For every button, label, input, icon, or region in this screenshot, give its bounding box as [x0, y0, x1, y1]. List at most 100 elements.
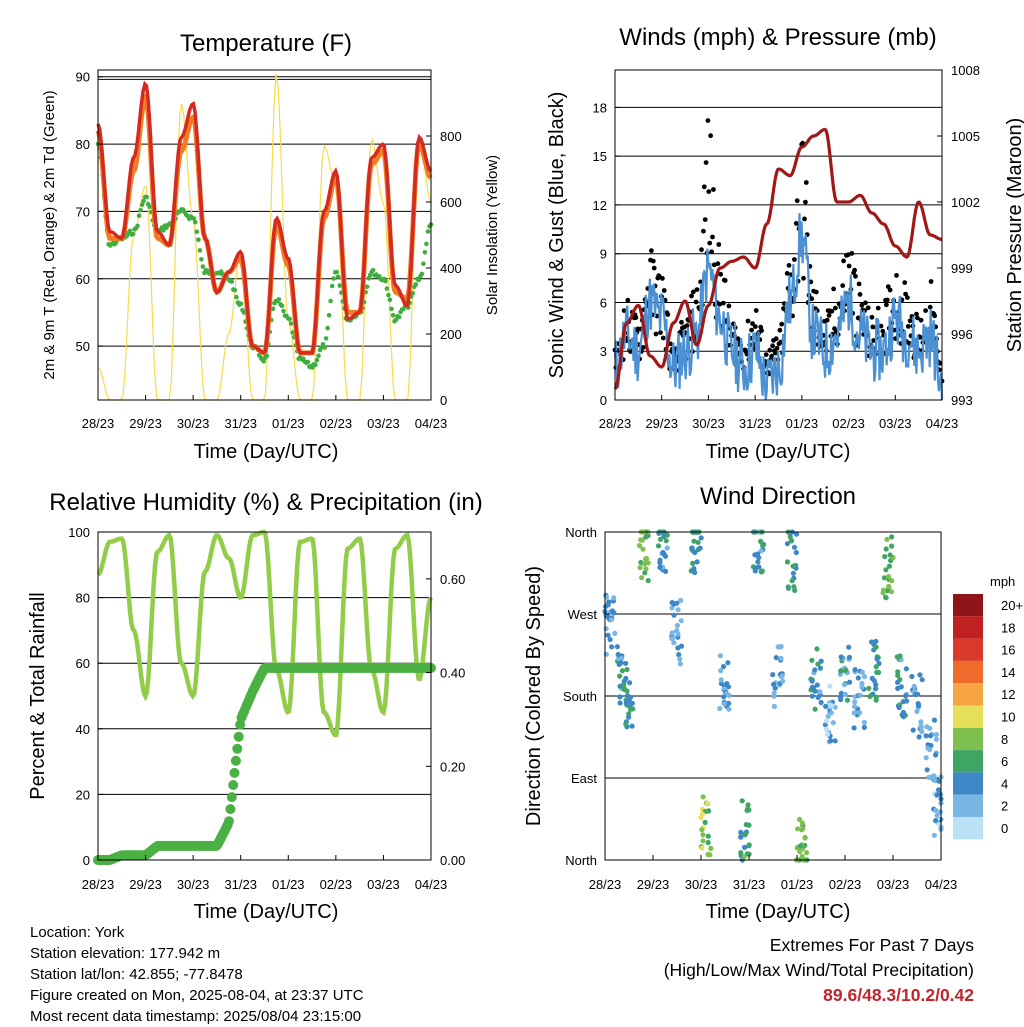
- y2-tick-label: 0.20: [440, 759, 465, 774]
- rh-line: [96, 529, 433, 738]
- dewpoint-point: [328, 298, 333, 304]
- x-tick-label: 31/23: [739, 416, 772, 431]
- direction-point: [753, 565, 759, 571]
- gust-point: [809, 296, 815, 302]
- gust-point: [772, 350, 778, 356]
- temperature-plot-frame: [97, 69, 432, 401]
- direction-point: [852, 703, 858, 710]
- direction-point: [895, 685, 901, 692]
- speed-legend-swatch: [953, 794, 983, 817]
- dewpoint-point: [364, 284, 370, 290]
- speed-legend-label: 14: [1001, 665, 1015, 680]
- gust-point: [907, 318, 913, 324]
- direction-point: [900, 709, 907, 716]
- gust-point: [853, 273, 858, 279]
- y-tick-label: 6: [600, 295, 607, 310]
- direction-point: [828, 710, 834, 716]
- direction-point: [797, 816, 803, 823]
- direction-point: [789, 538, 795, 544]
- dewpoint-point: [424, 241, 429, 247]
- dewpoint-point: [290, 330, 295, 335]
- gust-point: [708, 133, 713, 139]
- direction-point: [759, 568, 765, 574]
- y2-tick-label: 0.60: [440, 572, 465, 587]
- gust-point: [863, 300, 868, 306]
- dewpoint-point: [193, 219, 198, 225]
- direction-point: [918, 725, 924, 731]
- gust-point: [759, 328, 764, 333]
- speed-legend-swatch: [953, 616, 983, 639]
- x-tick-label: 29/23: [645, 416, 678, 431]
- y-tick-label: 100: [68, 525, 90, 540]
- direction-point: [629, 700, 635, 706]
- direction-point: [721, 701, 727, 707]
- gust-point: [722, 278, 728, 283]
- winds-x-label: Time (Day/UTC): [706, 441, 851, 463]
- gust-point: [846, 263, 852, 269]
- direction-point: [873, 638, 879, 644]
- x-tick-label: 02/23: [832, 416, 865, 431]
- dewpoint-point: [264, 353, 270, 359]
- dewpoint-point: [138, 207, 143, 213]
- humidity-rh-series: [96, 529, 433, 738]
- gust-point: [773, 336, 779, 342]
- direction-point: [790, 570, 797, 576]
- direction-point: [676, 652, 682, 658]
- direction-point: [924, 767, 930, 773]
- humidity-gridlines: [98, 531, 431, 861]
- direction-point: [937, 809, 943, 815]
- direction-point: [919, 729, 925, 735]
- gust-point: [774, 345, 780, 351]
- humidity-title: Relative Humidity (%) & Precipitation (i…: [49, 489, 482, 516]
- dewpoint-point: [232, 287, 238, 293]
- speed-legend-label: 2: [1001, 799, 1008, 814]
- direction-point: [772, 685, 778, 691]
- speed-legend-swatch: [953, 750, 983, 773]
- dewpoint-point: [335, 274, 341, 280]
- direction-point: [909, 673, 915, 680]
- dewpoint-point: [130, 231, 136, 237]
- direction-point: [628, 706, 634, 712]
- speed-legend-label: 20+: [1001, 598, 1023, 613]
- humidity-x-axis: 28/23 29/23 30/23 31/23 01/23 02/23 03/23 04/23: [82, 855, 447, 892]
- x-tick-label: 02/23: [320, 416, 353, 431]
- x-tick-label: 28/23: [82, 877, 115, 892]
- speed-legend-swatch: [953, 817, 983, 840]
- x-tick-label: 29/23: [637, 877, 670, 892]
- gust-point: [779, 321, 785, 327]
- direction-point: [852, 699, 858, 705]
- gust-point: [915, 315, 920, 321]
- direction-point: [896, 704, 902, 711]
- x-tick-label: 30/23: [692, 416, 725, 431]
- gust-point: [703, 160, 709, 166]
- gust-point: [840, 283, 846, 288]
- direction-left-axis: North East South West North: [563, 525, 610, 868]
- gust-point: [802, 216, 807, 222]
- direction-point: [663, 538, 669, 544]
- extremes-box: Extremes For Past 7 Days (High/Low/Max W…: [664, 933, 974, 1008]
- direction-point: [699, 845, 705, 851]
- winds-sonic-series: [613, 213, 944, 401]
- x-tick-label: 30/23: [685, 877, 718, 892]
- gust-point: [702, 217, 708, 223]
- winds-left-axis: 0 3 6 9 12 15 18: [593, 100, 620, 408]
- direction-point: [738, 834, 744, 840]
- dewpoint-point: [279, 303, 285, 309]
- direction-point: [825, 713, 831, 719]
- direction-point: [779, 673, 785, 679]
- direction-point: [815, 694, 821, 701]
- direction-point: [718, 681, 725, 687]
- direction-point: [721, 694, 727, 700]
- direction-point: [859, 680, 865, 687]
- direction-point: [678, 618, 684, 624]
- humidity-x-label: Time (Day/UTC): [194, 901, 339, 923]
- direction-point: [927, 747, 933, 753]
- dewpoint-point: [139, 202, 145, 208]
- dewpoint-point: [161, 228, 166, 233]
- direction-point: [933, 736, 940, 742]
- direction-point: [771, 690, 777, 696]
- y2-tick-label: 800: [440, 129, 462, 144]
- direction-point: [837, 694, 844, 700]
- direction-point: [910, 727, 916, 733]
- winds-y2-label: Station Pressure (Maroon): [1004, 118, 1024, 353]
